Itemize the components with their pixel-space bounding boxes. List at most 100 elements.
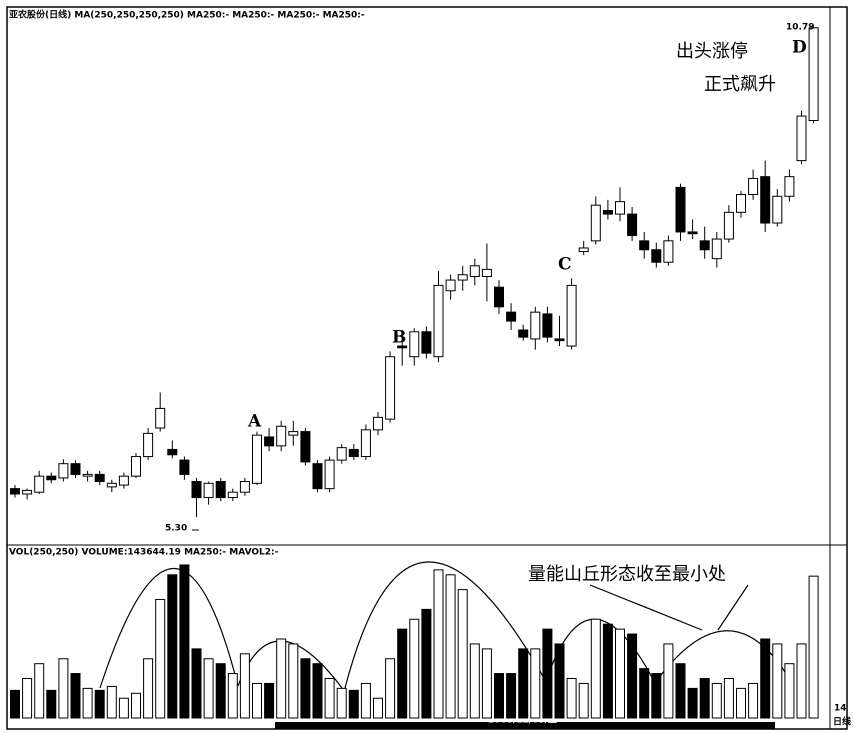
candle-body [34, 475, 45, 493]
candle-body [602, 210, 613, 215]
candle-body [143, 432, 154, 458]
volume-bar [409, 618, 420, 719]
volume-bar [239, 653, 250, 719]
candle-body [481, 268, 492, 277]
candle-body [457, 274, 468, 281]
candle-body [22, 489, 33, 495]
candle-body [167, 448, 178, 456]
candle-body [808, 27, 819, 122]
candle-body [179, 459, 190, 475]
candle-body [506, 311, 517, 322]
annotation: 出头涨停 [676, 41, 748, 62]
candle-body [651, 249, 662, 263]
candle-body [542, 313, 553, 338]
candle-body [106, 482, 117, 488]
volume-bar [711, 682, 722, 719]
candle-body [397, 345, 408, 349]
volume-bar [457, 589, 468, 719]
volume-bar [675, 663, 686, 719]
candle-body [58, 463, 69, 479]
candle-body [227, 491, 238, 499]
volume-bar [796, 643, 807, 719]
candle-body [191, 481, 202, 499]
period-label: 日线 [833, 716, 851, 728]
volume-bar [46, 689, 57, 719]
candle-body [239, 481, 250, 493]
volume-bar [481, 648, 492, 719]
volume-bar [566, 678, 577, 719]
candle-body [772, 195, 783, 224]
candle-body [530, 311, 541, 340]
volume-bar [385, 658, 396, 719]
volume-bar [615, 628, 625, 719]
volume-bar [131, 692, 141, 719]
candle-body [433, 284, 444, 358]
volume-bar [191, 648, 202, 719]
candle-body [736, 193, 746, 213]
annotation: B [392, 328, 406, 348]
candle-body [578, 247, 589, 253]
volume-bar [494, 673, 504, 719]
volume-bar [300, 658, 311, 719]
candle-body [784, 176, 795, 197]
candle-body [554, 338, 565, 342]
candle-body [723, 211, 734, 240]
candle-body [748, 177, 759, 195]
volume-bar [373, 697, 383, 719]
volume-bar [772, 643, 783, 719]
pointer-line [589, 584, 703, 631]
volume-bar [58, 658, 69, 719]
volume-bar [324, 678, 335, 719]
annotation: 5.30 [165, 524, 187, 534]
candle-body [421, 331, 432, 354]
candle-body [203, 482, 214, 499]
volume-bar [312, 663, 323, 719]
volume-bar [542, 628, 553, 719]
volume-bar [288, 643, 299, 719]
candle-body [336, 447, 347, 461]
candle-body [348, 448, 359, 458]
volume-bar [469, 643, 480, 719]
volume-bar [687, 687, 698, 719]
volume-bar [590, 618, 601, 719]
volume-bar [578, 682, 589, 719]
candle-body [445, 279, 456, 292]
volume-bar [433, 569, 444, 719]
volume-bar [651, 673, 662, 719]
volume-bar [736, 687, 746, 719]
candle-body [409, 331, 420, 358]
candle-body [360, 429, 371, 458]
volume-bar [639, 668, 650, 719]
volume-bar [252, 682, 262, 719]
volume-bar [627, 633, 638, 719]
volume-bar [699, 678, 710, 719]
pointer-line [717, 584, 749, 631]
candle-body [373, 416, 383, 431]
candle-body [494, 286, 504, 308]
volume-bar [227, 673, 238, 719]
candle-body [760, 176, 771, 224]
annotation: 量能山丘形态收至最小处 [528, 564, 726, 585]
annotation: C [558, 255, 572, 275]
candle-body [711, 238, 722, 260]
candle-body [276, 425, 287, 447]
volume-bar [723, 678, 734, 719]
volume-bar [445, 574, 456, 719]
candle-body [627, 213, 638, 236]
volume-bar [360, 682, 371, 719]
volume-bar [155, 599, 166, 719]
candle-body [312, 463, 323, 490]
volume-bar [602, 623, 613, 719]
volume-bar [167, 574, 178, 719]
volume-bar [94, 689, 105, 719]
candle-body [46, 475, 57, 481]
candle-body [518, 329, 529, 338]
volume-bar [106, 685, 117, 719]
volume-bar [118, 697, 129, 719]
volume-bar [808, 575, 819, 719]
candle-body [70, 463, 81, 475]
volume-bar [348, 689, 359, 719]
date-label: 2008/12/05/五 [488, 715, 557, 726]
annotation: 正式飙升 [704, 74, 776, 95]
price-header: 亚农股份(日线) MA(250,250,250,250) MA250:- MA2… [9, 9, 365, 21]
